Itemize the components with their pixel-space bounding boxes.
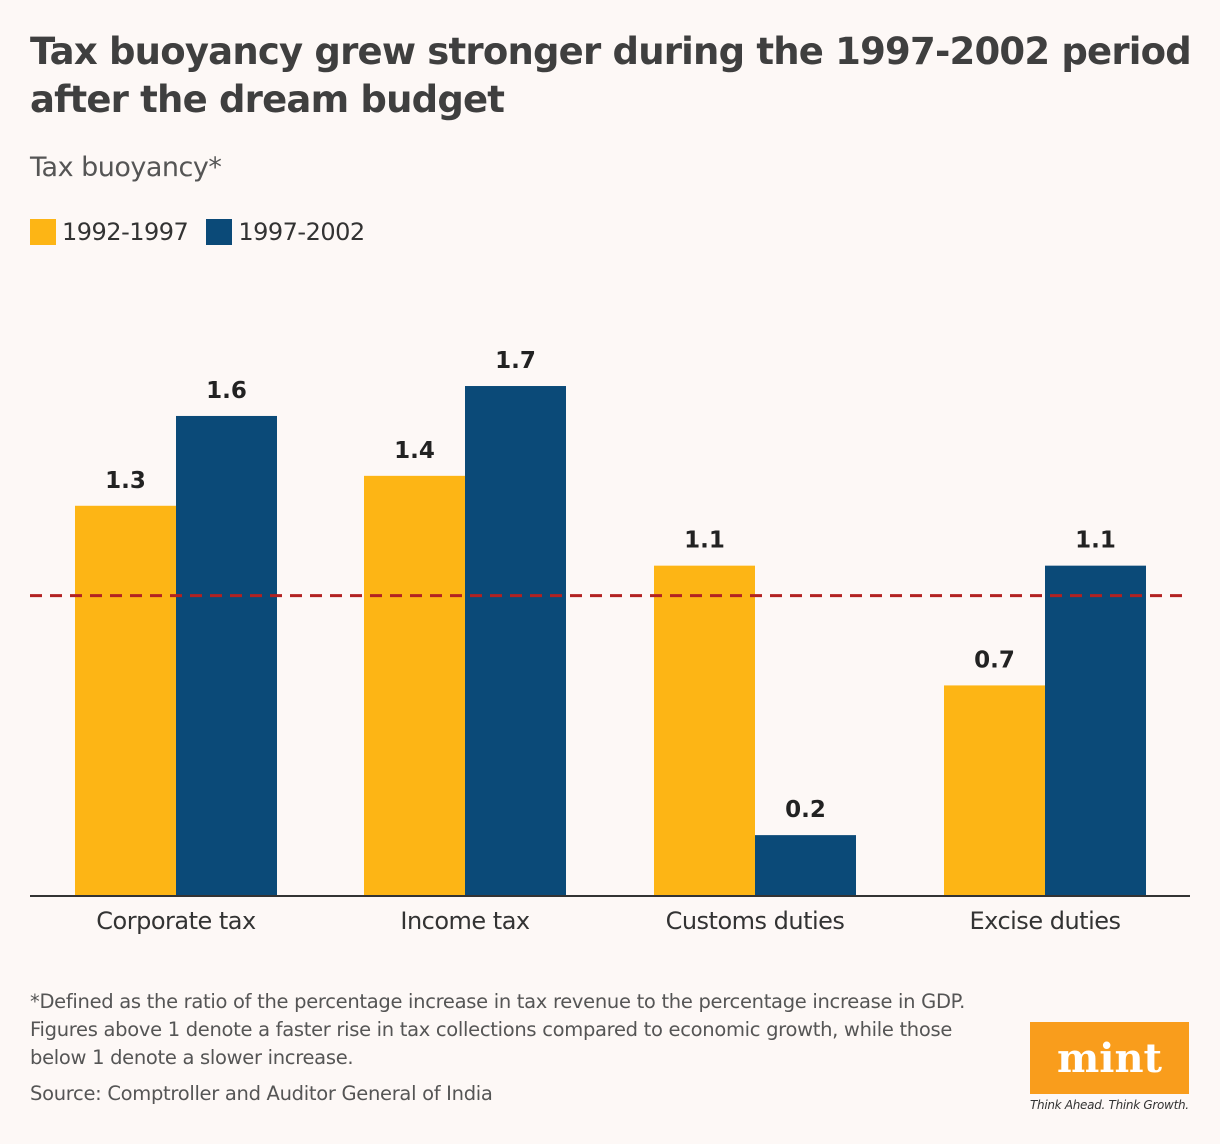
legend-item: 1997-2002 xyxy=(206,218,365,246)
legend-swatch xyxy=(30,219,56,245)
bar xyxy=(944,685,1045,895)
logo-tagline: Think Ahead. Think Growth. xyxy=(1030,1098,1189,1112)
legend-item: 1992-1997 xyxy=(30,218,189,246)
x-tick-label: Corporate tax xyxy=(96,907,256,935)
bar xyxy=(1045,565,1146,895)
x-tick-label: Customs duties xyxy=(666,907,845,935)
data-label: 1.1 xyxy=(1075,528,1116,554)
x-tick-label: Excise duties xyxy=(970,907,1121,935)
source: Source: Comptroller and Auditor General … xyxy=(30,1082,493,1105)
chart-title: Tax buoyancy grew stronger during the 19… xyxy=(30,30,1192,121)
data-label: 1.4 xyxy=(394,438,435,464)
bar xyxy=(654,565,755,895)
footnote: *Defined as the ratio of the percentage … xyxy=(30,990,965,1069)
data-label: 1.6 xyxy=(206,378,247,404)
data-label: 0.2 xyxy=(785,797,826,823)
legend-label: 1992-1997 xyxy=(62,218,189,246)
chart-subtitle: Tax buoyancy* xyxy=(30,152,222,183)
bar xyxy=(465,386,566,895)
bar xyxy=(176,415,277,895)
bar xyxy=(75,505,176,895)
legend-label: 1997-2002 xyxy=(238,218,365,246)
legend-swatch xyxy=(206,219,233,245)
x-tick-label: Income tax xyxy=(400,907,530,935)
bar xyxy=(364,475,465,895)
data-label: 0.7 xyxy=(974,647,1015,673)
legend: 1992-1997 1997-2002 xyxy=(30,218,365,246)
plot-area: 1.3 1.6 Corporate tax 1.4 1.7 Income tax 1.1 0.… xyxy=(30,348,1190,935)
data-label: 1.3 xyxy=(105,468,146,494)
data-label: 1.1 xyxy=(684,528,725,554)
mint-logo: mint xyxy=(1030,1022,1189,1094)
data-label: 1.7 xyxy=(495,348,536,374)
bar xyxy=(755,835,856,895)
